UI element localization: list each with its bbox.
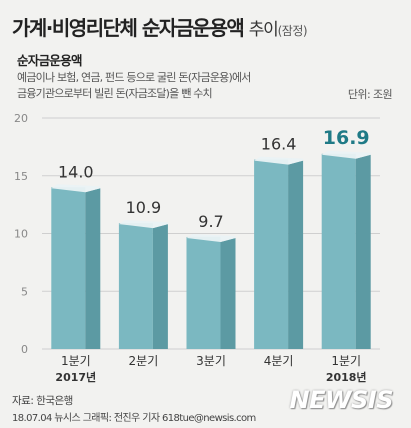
bar — [118, 223, 153, 349]
bar — [186, 236, 221, 349]
y-tick-label: 10 — [14, 228, 28, 241]
bar — [321, 153, 356, 349]
chart-description: 예금이나 보험, 연금, 펀드 등으로 굴린 돈(자금운용)에서 금융기관으로부… — [17, 70, 287, 102]
description-line-1: 예금이나 보험, 연금, 펀드 등으로 굴린 돈(자금운용)에서 — [17, 71, 251, 84]
title-note: (잠정) — [277, 24, 308, 38]
x-tick-label: 2분기 — [129, 354, 159, 368]
graphic-credit: 18.07.04 뉴시스 그래픽: 전진우 기자 618tue@newsis.c… — [12, 413, 256, 424]
bar-side — [85, 188, 101, 349]
bar-top — [118, 220, 168, 229]
x-tick-label: 4분기 — [264, 354, 294, 368]
x-tick-label: 1분기 — [61, 354, 91, 368]
y-tick-label: 15 — [14, 170, 28, 183]
x-year-label: 2017년 — [55, 370, 96, 384]
x-tick-label: 3분기 — [196, 354, 226, 368]
x-year-label: 2018년 — [326, 370, 367, 384]
source-note: 자료: 한국은행 — [12, 395, 73, 407]
bar — [254, 159, 289, 349]
y-tick-label: 0 — [21, 343, 28, 356]
title-sub: 추이 — [248, 20, 279, 40]
chart-subtitle: 순자금운용액 — [17, 53, 83, 68]
bar-side — [152, 224, 168, 349]
bar — [51, 187, 86, 349]
bar-top — [254, 156, 304, 165]
data-label: 16.4 — [261, 135, 297, 154]
y-tick-label: 5 — [21, 285, 28, 298]
data-label: 16.9 — [323, 127, 370, 149]
unit-label: 단위: 조원 — [347, 88, 393, 101]
bar-top — [186, 233, 236, 242]
bar-top — [321, 150, 371, 159]
data-label: 14.0 — [58, 162, 94, 181]
data-label: 10.9 — [126, 198, 162, 217]
x-tick-label: 1분기 — [331, 354, 361, 368]
chart-title: 가계·비영리단체 순자금운용액 추이(잠정) — [12, 12, 308, 41]
bar-top — [51, 184, 101, 193]
description-line-2: 금융기관으로부터 빌린 돈(자금조달)을 뺀 수치 — [17, 87, 213, 100]
data-label: 9.7 — [198, 212, 223, 231]
bar-side — [288, 160, 304, 349]
newsis-logo: NEWSIS — [289, 386, 394, 414]
bar-side — [355, 154, 371, 349]
title-main: 가계·비영리단체 순자금운용액 — [12, 16, 245, 40]
y-tick-label: 20 — [14, 112, 28, 125]
bar-side — [220, 237, 236, 349]
